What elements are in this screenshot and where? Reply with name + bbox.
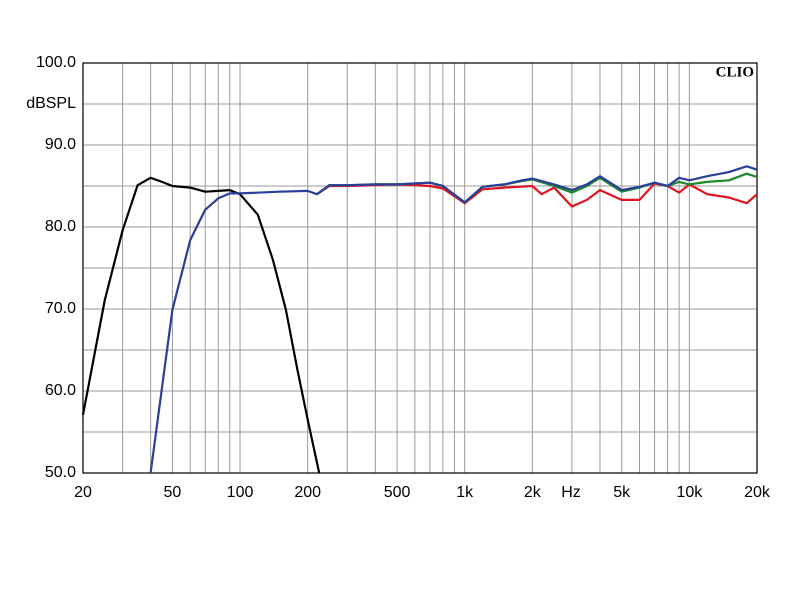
x-tick-label: 20 bbox=[74, 484, 92, 501]
y-tick-label: 60.0 bbox=[45, 382, 76, 399]
x-tick-label: 50 bbox=[164, 484, 182, 501]
y-tick-label: 100.0 bbox=[36, 54, 76, 71]
x-axis-label: Hz bbox=[561, 484, 581, 501]
y-tick-label: 90.0 bbox=[45, 136, 76, 153]
plot-frame bbox=[82, 62, 758, 474]
response-curve bbox=[149, 165, 758, 474]
x-tick-label: 1k bbox=[456, 484, 474, 501]
x-tick-label: 2k bbox=[524, 484, 542, 501]
y-tick-label: 70.0 bbox=[45, 300, 76, 317]
x-tick-label: 10k bbox=[676, 484, 703, 501]
y-axis-label: dBSPL bbox=[26, 95, 76, 112]
x-tick-label: 500 bbox=[384, 484, 411, 501]
x-tick-label: 100 bbox=[227, 484, 254, 501]
x-tick-label: 5k bbox=[613, 484, 631, 501]
x-tick-label: 20k bbox=[744, 484, 771, 501]
x-tick-label: 200 bbox=[294, 484, 321, 501]
watermark: CLIO bbox=[716, 64, 754, 80]
response-curve bbox=[81, 176, 321, 474]
y-tick-label: 80.0 bbox=[45, 218, 76, 235]
response-curve bbox=[316, 182, 758, 208]
response-curve bbox=[316, 172, 758, 204]
y-tick-label: 50.0 bbox=[45, 464, 76, 481]
